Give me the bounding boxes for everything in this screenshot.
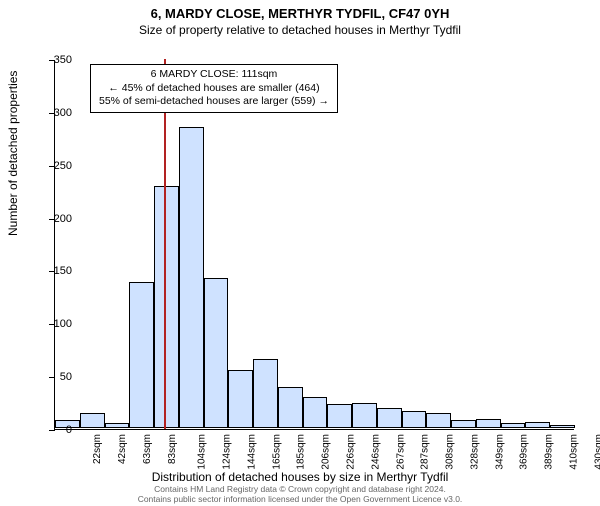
y-axis-label: Number of detached properties bbox=[6, 71, 20, 236]
chart-subtitle: Size of property relative to detached ho… bbox=[0, 23, 600, 37]
x-tick-label: 42sqm bbox=[117, 434, 128, 464]
chart-area bbox=[54, 60, 574, 430]
annotation-box: 6 MARDY CLOSE: 111sqm← 45% of detached h… bbox=[90, 64, 338, 113]
y-tick-label: 150 bbox=[32, 265, 72, 277]
histogram-bar bbox=[525, 422, 550, 428]
x-tick-label: 206sqm bbox=[321, 434, 332, 470]
histogram-bar bbox=[204, 278, 229, 428]
x-tick-label: 246sqm bbox=[370, 434, 381, 470]
annotation-line: 55% of semi-detached houses are larger (… bbox=[99, 95, 329, 109]
histogram-bar bbox=[451, 420, 476, 428]
annotation-line: ← 45% of detached houses are smaller (46… bbox=[99, 82, 329, 96]
y-tick-label: 200 bbox=[32, 213, 72, 225]
chart-title: 6, MARDY CLOSE, MERTHYR TYDFIL, CF47 0YH bbox=[0, 6, 600, 21]
reference-line bbox=[164, 59, 166, 429]
histogram-bar bbox=[327, 404, 352, 428]
histogram-bar bbox=[377, 408, 402, 428]
plot-area bbox=[54, 60, 574, 430]
x-tick-label: 124sqm bbox=[222, 434, 233, 470]
x-axis-label: Distribution of detached houses by size … bbox=[0, 470, 600, 484]
histogram-bar bbox=[402, 411, 427, 428]
histogram-bar bbox=[426, 413, 451, 428]
histogram-bar bbox=[154, 186, 179, 428]
footer-line1: Contains HM Land Registry data © Crown c… bbox=[0, 484, 600, 494]
histogram-bar bbox=[550, 425, 575, 428]
histogram-bar bbox=[303, 397, 328, 428]
x-tick-label: 104sqm bbox=[197, 434, 208, 470]
x-tick-label: 430sqm bbox=[593, 434, 600, 470]
histogram-bar bbox=[352, 403, 377, 428]
histogram-bar bbox=[253, 359, 278, 428]
histogram-bar bbox=[501, 423, 526, 428]
histogram-bar bbox=[80, 413, 105, 428]
x-tick-label: 287sqm bbox=[420, 434, 431, 470]
footer-line2: Contains public sector information licen… bbox=[0, 494, 600, 504]
x-tick-label: 369sqm bbox=[519, 434, 530, 470]
x-tick-label: 144sqm bbox=[247, 434, 258, 470]
histogram-bar bbox=[278, 387, 303, 428]
y-tick-label: 250 bbox=[32, 160, 72, 172]
y-tick-label: 350 bbox=[32, 54, 72, 66]
x-tick-label: 308sqm bbox=[445, 434, 456, 470]
histogram-bar bbox=[476, 419, 501, 429]
x-tick-label: 185sqm bbox=[296, 434, 307, 470]
y-tick-label: 50 bbox=[32, 371, 72, 383]
x-tick-label: 22sqm bbox=[92, 434, 103, 464]
x-tick-label: 165sqm bbox=[271, 434, 282, 470]
x-tick-label: 389sqm bbox=[544, 434, 555, 470]
x-tick-label: 267sqm bbox=[395, 434, 406, 470]
x-tick-label: 349sqm bbox=[494, 434, 505, 470]
y-tick-label: 300 bbox=[32, 107, 72, 119]
annotation-line: 6 MARDY CLOSE: 111sqm bbox=[99, 68, 329, 82]
histogram-bar bbox=[105, 423, 130, 428]
histogram-bar bbox=[228, 370, 253, 428]
y-tick-label: 100 bbox=[32, 318, 72, 330]
x-tick-label: 226sqm bbox=[346, 434, 357, 470]
histogram-bar bbox=[129, 282, 154, 428]
footer-attribution: Contains HM Land Registry data © Crown c… bbox=[0, 484, 600, 504]
x-tick-label: 328sqm bbox=[469, 434, 480, 470]
x-tick-label: 63sqm bbox=[142, 434, 153, 464]
y-tick-label: 0 bbox=[32, 424, 72, 436]
x-tick-label: 410sqm bbox=[568, 434, 579, 470]
x-tick-label: 83sqm bbox=[167, 434, 178, 464]
histogram-bar bbox=[179, 127, 204, 428]
